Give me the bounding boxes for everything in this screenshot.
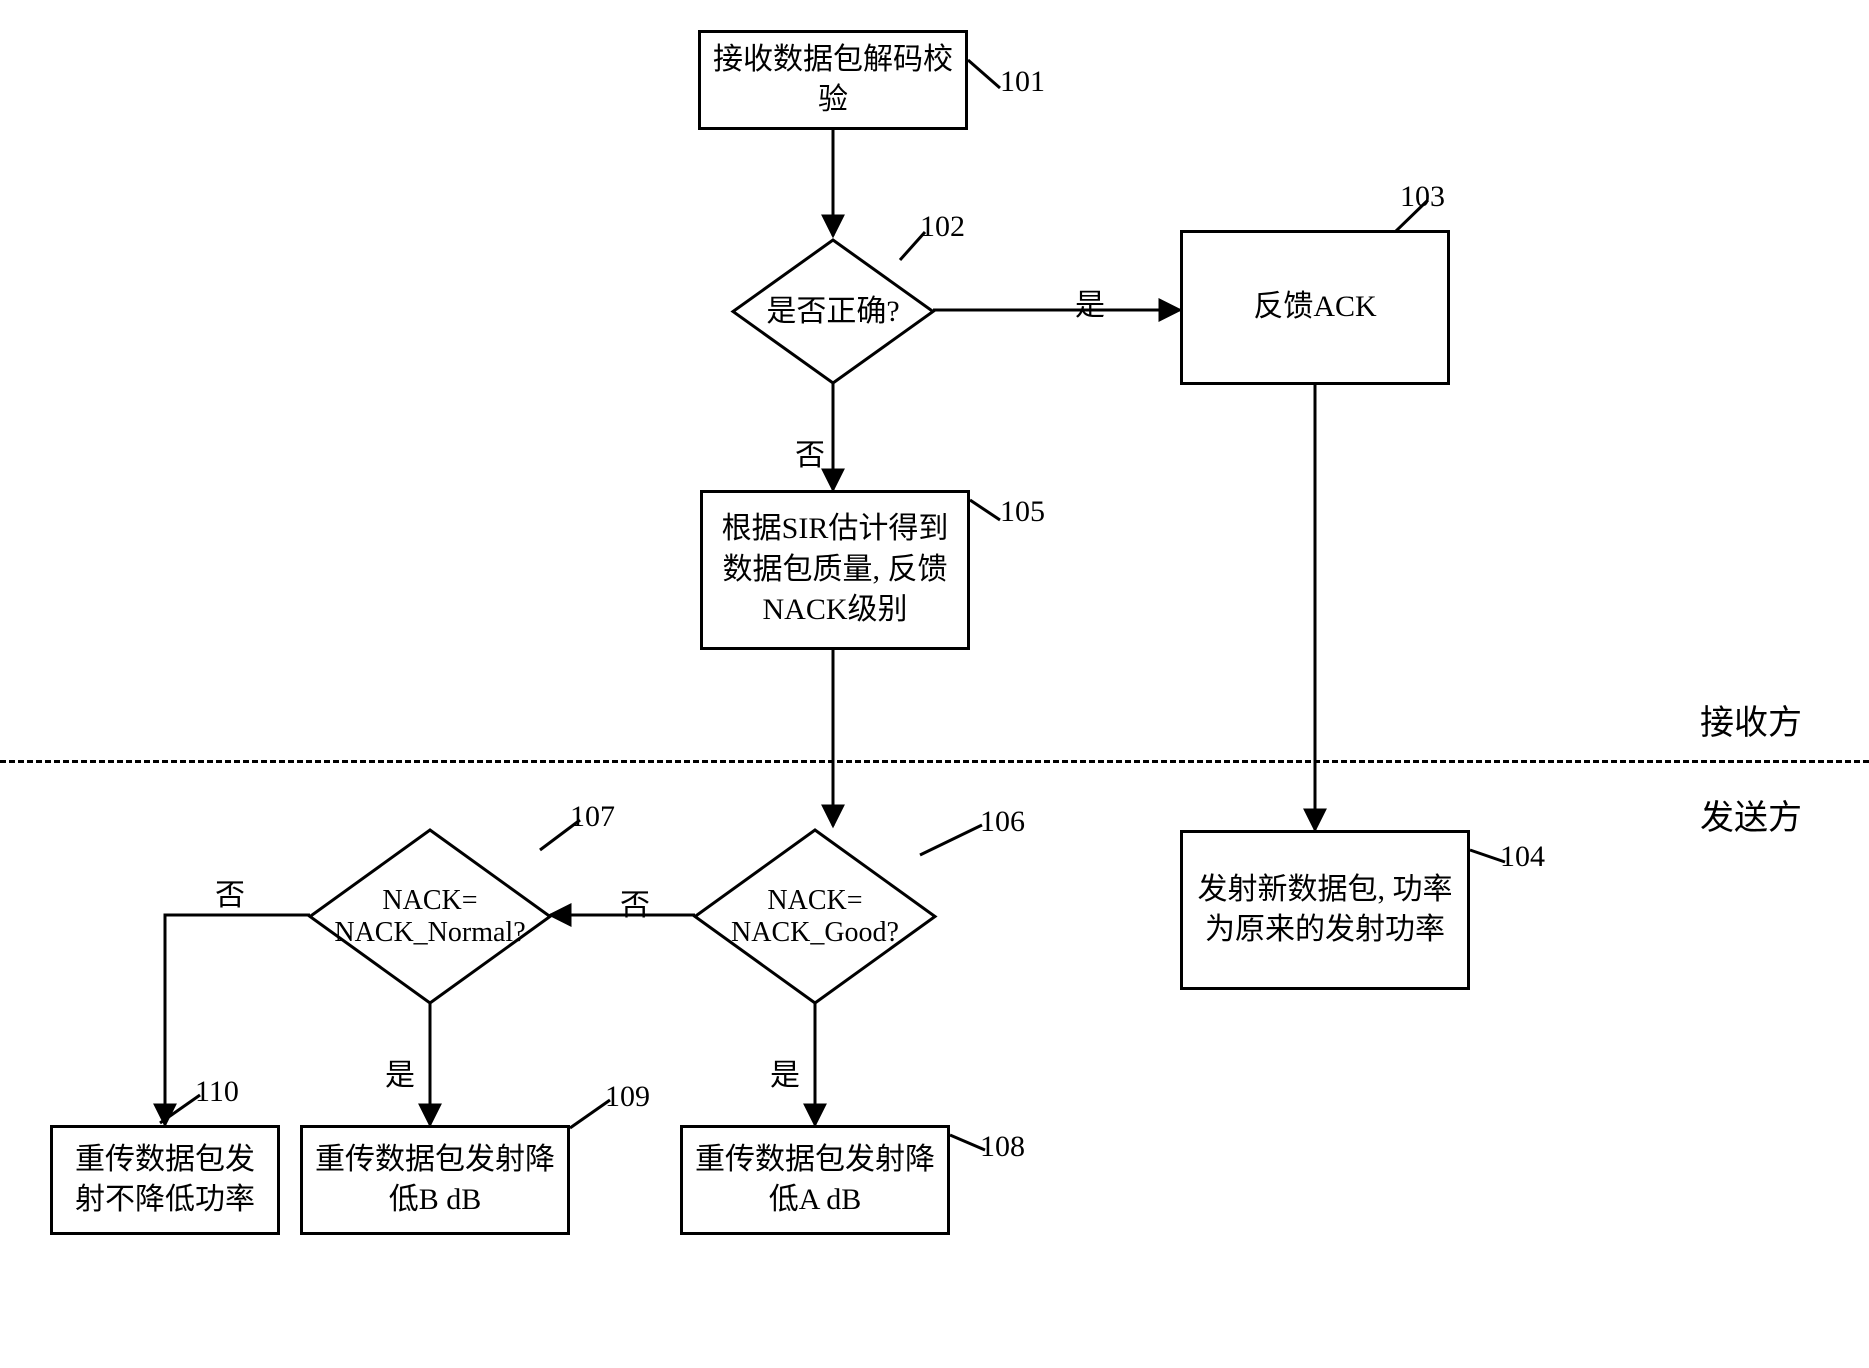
node-107-text: NACK= NACK_Normal? [334, 885, 525, 949]
node-101: 接收数据包解码校验 [698, 30, 968, 130]
diamond-106-text-wrap: NACK= NACK_Good? [695, 830, 935, 1003]
label-101-text: 101 [1000, 65, 1045, 98]
node-101-text: 接收数据包解码校验 [711, 40, 955, 121]
node-108-text: 重传数据包发射降低A dB [693, 1140, 937, 1221]
node-109-text: 重传数据包发射降低B dB [313, 1140, 557, 1221]
label-108-text: 108 [980, 1130, 1025, 1163]
sender-label: 发送方 [1700, 790, 1802, 839]
node-105-text: 根据SIR估计得到数据包质量, 反馈NACK级别 [713, 509, 957, 631]
label-106-text: 106 [980, 805, 1025, 838]
edge-t105 [970, 500, 1000, 520]
label-110-text: 110 [195, 1075, 239, 1108]
node-105: 根据SIR估计得到数据包质量, 反馈NACK级别 [700, 490, 970, 650]
node-110: 重传数据包发射不降低功率 [50, 1125, 280, 1235]
label-104-text: 104 [1500, 840, 1545, 873]
label-102: 102 [920, 210, 965, 244]
label-103-text: 103 [1400, 180, 1445, 213]
node-109: 重传数据包发射降低B dB [300, 1125, 570, 1235]
receiver-label: 接收方 [1700, 695, 1802, 744]
flowchart-canvas: 接收数据包解码校验 反馈ACK 根据SIR估计得到数据包质量, 反馈NACK级别… [0, 0, 1869, 1368]
diamond-107-text-wrap: NACK= NACK_Normal? [310, 830, 550, 1003]
edge-label-102-no-text: 否 [795, 439, 825, 472]
receiver-sender-separator [0, 760, 1869, 763]
diamond-102-text-wrap: 是否正确? [733, 240, 933, 383]
label-105: 105 [1000, 495, 1045, 529]
label-108: 108 [980, 1130, 1025, 1164]
label-110: 110 [195, 1075, 239, 1109]
label-105-text: 105 [1000, 495, 1045, 528]
node-104: 发射新数据包, 功率为原来的发射功率 [1180, 830, 1470, 990]
node-103-text: 反馈ACK [1253, 287, 1376, 328]
edge-t110 [160, 1095, 200, 1123]
node-108: 重传数据包发射降低A dB [680, 1125, 950, 1235]
edge-label-106-no: 否 [620, 880, 650, 924]
edge-t101 [968, 60, 1000, 88]
label-101: 101 [1000, 65, 1045, 99]
label-107: 107 [570, 800, 615, 834]
node-106-text: NACK= NACK_Good? [731, 885, 899, 949]
label-104: 104 [1500, 840, 1545, 874]
node-102-text: 是否正确? [766, 293, 899, 331]
edge-label-106-yes-text: 是 [770, 1059, 800, 1092]
node-104-text: 发射新数据包, 功率为原来的发射功率 [1193, 870, 1457, 951]
edge-label-102-no: 否 [795, 430, 825, 474]
sender-label-text: 发送方 [1700, 800, 1802, 837]
edge-label-107-yes: 是 [385, 1050, 415, 1094]
label-103: 103 [1400, 180, 1445, 214]
edge-t109 [570, 1100, 610, 1128]
receiver-label-text: 接收方 [1700, 705, 1802, 742]
edge-label-102-yes-text: 是 [1075, 289, 1105, 322]
label-109: 109 [605, 1080, 650, 1114]
node-103: 反馈ACK [1180, 230, 1450, 385]
edge-label-106-no-text: 否 [620, 889, 650, 922]
edge-label-107-no: 否 [215, 870, 245, 914]
node-110-text: 重传数据包发射不降低功率 [63, 1140, 267, 1221]
edge-label-102-yes: 是 [1075, 280, 1105, 324]
edge-label-107-no-text: 否 [215, 879, 245, 912]
label-109-text: 109 [605, 1080, 650, 1113]
edge-label-107-yes-text: 是 [385, 1059, 415, 1092]
label-106: 106 [980, 805, 1025, 839]
label-102-text: 102 [920, 210, 965, 243]
label-107-text: 107 [570, 800, 615, 833]
edge-label-106-yes: 是 [770, 1050, 800, 1094]
